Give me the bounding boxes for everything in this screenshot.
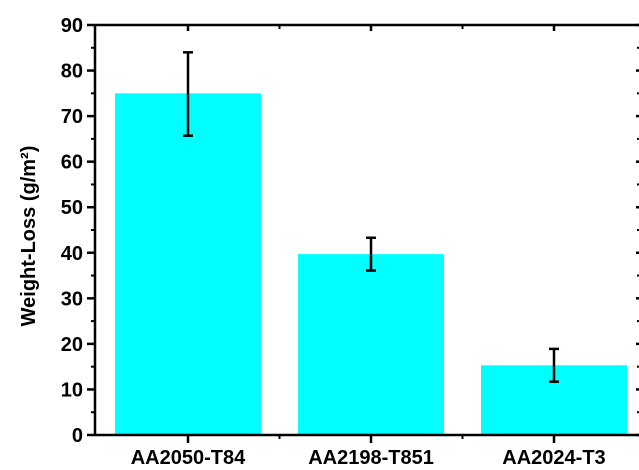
y-axis-title: Weight-Loss (g/m²): [18, 146, 40, 327]
x-tick-label: AA2050-T84: [131, 447, 246, 469]
y-tick-label: 70: [61, 106, 83, 128]
x-tick-labels: AA2050-T84 AA2198-T851 AA2024-T3: [131, 25, 606, 469]
y-tick-label: 60: [61, 152, 83, 174]
y-tick-label: 80: [61, 61, 83, 83]
y-tick-label: 40: [61, 243, 83, 265]
y-tick-label: 30: [61, 288, 83, 310]
error-bars: [183, 51, 559, 383]
error-bar-3: [549, 347, 559, 383]
y-tick-label: 50: [61, 197, 83, 219]
bar-1: [115, 93, 261, 435]
y-tick-label: 20: [61, 334, 83, 356]
bars: [115, 93, 627, 435]
y-tick-label: 90: [61, 15, 83, 37]
x-tick-label: AA2198-T851: [308, 447, 434, 469]
y-tick-label: 10: [61, 379, 83, 401]
error-bar-2: [366, 236, 376, 272]
bar-2: [298, 254, 444, 435]
y-tick-label: 0: [72, 425, 83, 447]
error-bar-1: [183, 51, 193, 137]
x-tick-label: AA2024-T3: [502, 447, 605, 469]
